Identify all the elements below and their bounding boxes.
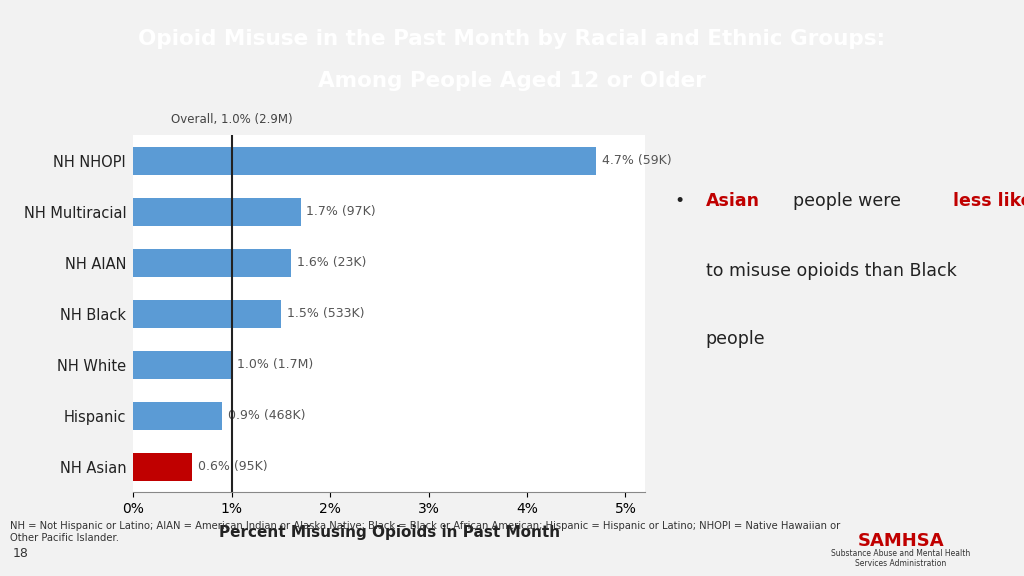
Text: 1.6% (23K): 1.6% (23K) [297, 256, 366, 270]
Text: Asian: Asian [706, 192, 760, 210]
Text: Substance Abuse and Mental Health
Services Administration: Substance Abuse and Mental Health Servic… [831, 549, 971, 569]
Bar [133, 300, 281, 328]
Bar [133, 402, 222, 430]
Text: Overall, 1.0% (2.9M): Overall, 1.0% (2.9M) [171, 113, 293, 126]
Text: less likely: less likely [953, 192, 1024, 210]
Text: 4.7% (59K): 4.7% (59K) [602, 154, 672, 168]
Text: 0.6% (95K): 0.6% (95K) [198, 460, 267, 473]
Text: •: • [675, 192, 685, 210]
Text: 1.0% (1.7M): 1.0% (1.7M) [238, 358, 313, 372]
Bar [133, 453, 193, 481]
Bar [133, 351, 231, 379]
Text: 1.7% (97K): 1.7% (97K) [306, 206, 376, 218]
Text: Among People Aged 12 or Older: Among People Aged 12 or Older [318, 71, 706, 91]
X-axis label: Percent Misusing Opioids in Past Month: Percent Misusing Opioids in Past Month [218, 525, 560, 540]
Text: 18: 18 [12, 547, 29, 560]
Text: Opioid Misuse in the Past Month by Racial and Ethnic Groups:: Opioid Misuse in the Past Month by Racia… [138, 29, 886, 50]
Text: people were: people were [793, 192, 901, 210]
Text: SAMHSA: SAMHSA [858, 532, 944, 551]
Text: NH = Not Hispanic or Latino; AIAN = American Indian or Alaska Native; Black = Bl: NH = Not Hispanic or Latino; AIAN = Amer… [10, 521, 841, 543]
Text: 1.5% (533K): 1.5% (533K) [287, 308, 365, 320]
Bar [133, 198, 300, 226]
Text: people: people [706, 330, 765, 348]
Bar [133, 147, 596, 175]
Bar [133, 249, 291, 277]
Text: 0.9% (468K): 0.9% (468K) [227, 410, 305, 422]
Text: to misuse opioids than Black: to misuse opioids than Black [706, 262, 956, 281]
